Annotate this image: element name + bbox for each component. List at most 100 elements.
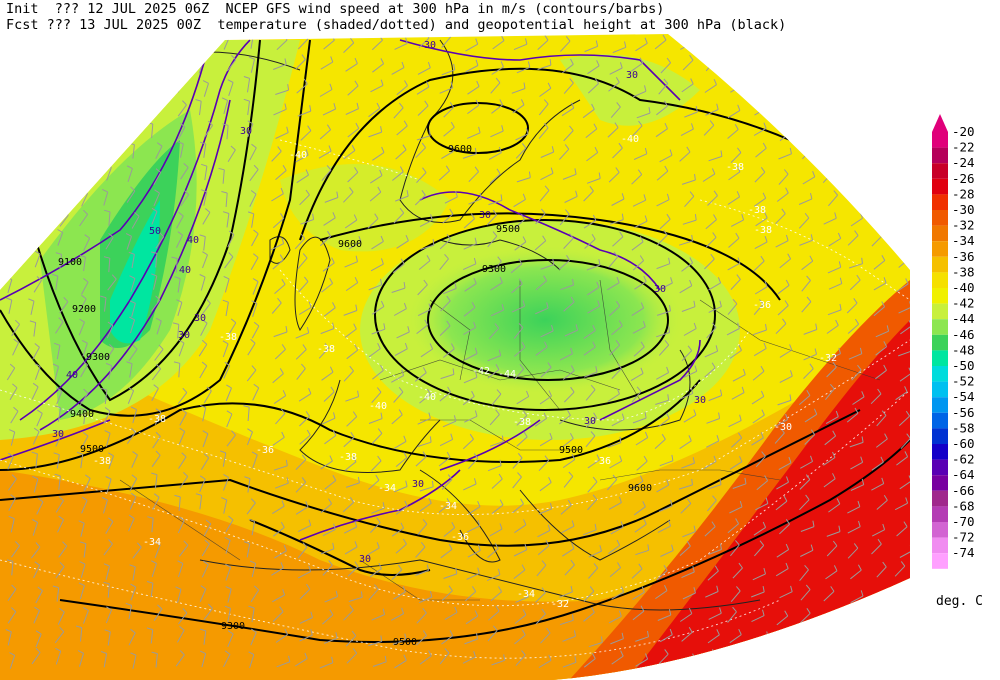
wind-barb-flag: [79, 318, 85, 323]
wind-barb-shaft: [8, 210, 11, 225]
wind-barb-flag: [668, 520, 671, 527]
temperature-label: -38: [513, 417, 531, 428]
wind-barb-flag: [182, 608, 188, 614]
wind-barb-shaft: [345, 482, 360, 488]
wind-barb-flag: [664, 339, 670, 346]
wind-barb-shaft: [203, 608, 213, 620]
wind-barb-flag: [541, 560, 547, 566]
wind-barb-shaft: [154, 544, 161, 559]
wind-barb-shaft: [393, 591, 406, 600]
wind-barb-flag: [788, 456, 792, 463]
wind-barb-shaft: [489, 441, 504, 447]
wind-barb-flag: [374, 584, 379, 590]
country-borders: [119, 279, 881, 601]
wind-barb-shaft: [442, 348, 455, 358]
wind-barb-shaft: [586, 264, 601, 271]
wind-barb-shaft: [775, 213, 786, 225]
wind-barb-flag: [8, 515, 15, 520]
wind-barb-shaft: [78, 298, 87, 312]
wind-barb-flag: [354, 57, 358, 64]
wind-barb-flag: [691, 234, 694, 241]
colorbar-swatch: [932, 334, 948, 351]
wind-barb-flag: [882, 523, 886, 530]
wind-barb-shaft: [852, 639, 867, 645]
wind-barb-shaft: [513, 43, 528, 51]
wind-barb-flag: [335, 590, 338, 597]
wind-barb-shaft: [152, 79, 161, 93]
wind-barb-shaft: [419, 502, 432, 512]
wind-barb-shaft: [729, 634, 742, 644]
wind-barb-shaft: [439, 391, 451, 402]
wind-barb-shaft: [322, 614, 334, 625]
wind-barb-shaft: [659, 460, 674, 467]
wind-barb-flag: [183, 190, 189, 195]
wind-barb-shaft: [346, 652, 358, 664]
wind-barb-shaft: [704, 367, 716, 378]
wind-barb-shaft: [462, 263, 477, 271]
wind-barb-shaft: [12, 342, 20, 356]
wind-barb-shaft: [416, 86, 430, 95]
wind-barb-flag: [405, 235, 409, 241]
wind-barb-flag: [857, 564, 862, 571]
wind-barb-shaft: [419, 486, 434, 492]
wind-barb-flag: [56, 98, 63, 103]
wind-barb-shaft: [201, 543, 210, 557]
wind-barb-flag: [34, 250, 41, 255]
wind-barb-shaft: [704, 526, 716, 537]
wind-barb-flag: [446, 234, 451, 240]
wind-barb-shaft: [299, 416, 310, 427]
wind-barb-shaft: [753, 654, 764, 665]
wind-barb-flag: [881, 301, 886, 307]
wind-barb-flag: [11, 474, 17, 480]
height-label: 9500: [80, 444, 104, 455]
wind-barb-shaft: [510, 263, 523, 274]
wind-barb-flag: [82, 432, 89, 437]
wind-barb-flag: [806, 390, 811, 396]
wind-barb-shaft: [441, 36, 452, 48]
wind-barb-shaft: [246, 543, 251, 558]
wind-barb-flag: [38, 187, 44, 192]
wind-barb-shaft: [751, 437, 764, 446]
wind-barb-shaft: [491, 261, 502, 273]
wind-barb-shaft: [6, 367, 16, 381]
wind-barb-shaft: [79, 392, 89, 406]
wind-barb-shaft: [251, 233, 259, 247]
wind-barb-shaft: [319, 235, 332, 247]
wind-barb-shaft: [177, 126, 186, 140]
wind-barb-flag: [546, 302, 549, 309]
wind-barb-shaft: [347, 172, 359, 183]
wind-barb-flag: [591, 607, 595, 613]
wind-barb-flag: [812, 171, 816, 177]
wind-barb-flag: [405, 480, 408, 487]
wind-label: 30: [52, 429, 64, 440]
wind-barb-shaft: [177, 302, 183, 316]
colorbar-label: -44: [952, 311, 975, 326]
wind-label: 30: [412, 479, 424, 490]
colorbar-label: -48: [952, 342, 975, 357]
wind-barb-shaft: [535, 613, 546, 625]
wind-barb-flag: [809, 255, 814, 262]
wind-barb-flag: [55, 647, 61, 652]
wind-barb-shaft: [174, 41, 185, 53]
wind-barb-shaft: [730, 152, 742, 163]
wind-barb-flag: [380, 300, 385, 307]
wind-barb-flag: [401, 369, 405, 376]
wind-barb-shaft: [659, 634, 673, 643]
wind-barb-flag: [858, 61, 862, 68]
wind-barb-flag: [404, 633, 407, 640]
wind-barb-shaft: [490, 591, 502, 602]
wind-barb-flag: [861, 257, 863, 264]
wind-barb-shaft: [251, 563, 257, 578]
colorbar-swatch: [932, 522, 948, 538]
wind-barb-shaft: [467, 85, 480, 95]
wind-barb-shaft: [225, 567, 232, 581]
wind-barb-flag: [617, 363, 622, 369]
wind-barb-flag: [428, 497, 432, 504]
wind-barb-shaft: [800, 657, 811, 669]
wind-barb-shaft: [681, 350, 693, 362]
wind-barb-flag: [279, 606, 284, 612]
wind-barb-shaft: [704, 84, 717, 93]
wind-barb-shaft: [443, 573, 457, 579]
wind-barb-shaft: [727, 611, 737, 623]
wind-barb-shaft: [511, 283, 523, 294]
